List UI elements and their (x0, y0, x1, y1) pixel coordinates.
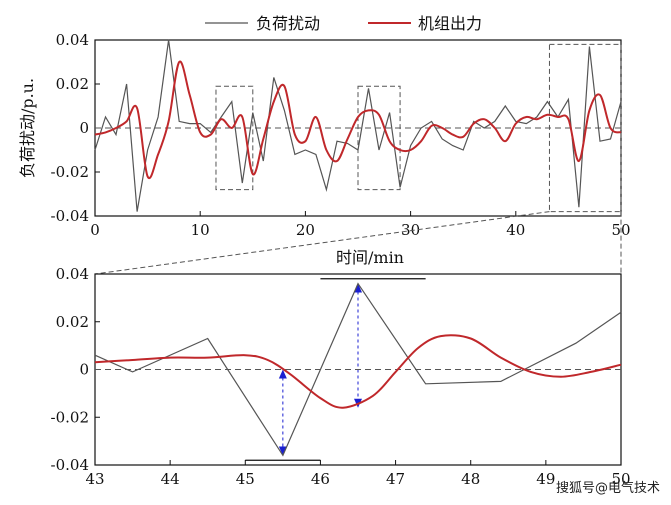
top-ylabel: 负荷扰动/p.u. (18, 78, 37, 178)
bottom-xtick-label: 48 (461, 470, 480, 488)
bottom-arrowhead-down (278, 446, 287, 456)
bottom-xtick-label: 47 (386, 470, 405, 488)
bottom-xtick-label: 43 (85, 470, 104, 488)
bottom-ytick-label: -0.02 (51, 408, 89, 426)
top-ytick-label: 0 (79, 119, 89, 137)
legend-disturbance-label: 负荷扰动 (256, 14, 320, 33)
bottom-xtick-label: 50 (611, 470, 630, 488)
zoom-connector-left (94, 211, 550, 275)
bottom-xtick-label: 46 (311, 470, 330, 488)
top-xlabel: 时间/min (336, 248, 404, 267)
top-ytick-label: 0.04 (56, 31, 89, 49)
bottom-arrowhead-up (278, 369, 287, 379)
bottom-xtick-label: 49 (536, 470, 555, 488)
bottom-arrowhead-up (354, 283, 362, 293)
bottom-xtick-label: 45 (236, 470, 255, 488)
bottom-ytick-label: -0.04 (51, 456, 89, 474)
top-zoom-box (215, 85, 254, 191)
top-series (94, 39, 622, 212)
bottom-series-output-line (94, 334, 622, 409)
bottom-ticks: 43 44 45 46 47 48 49 50 0.04 0.02 0 -0.02 -0.04 (51, 265, 631, 488)
watermark: 搜狐号@电气技术 (556, 480, 660, 496)
legend: 负荷扰动 机组出力 (205, 14, 482, 33)
top-xtick-label: 20 (296, 221, 315, 239)
top-ytick-label: -0.02 (51, 163, 89, 181)
zoom-connectors (94, 211, 622, 275)
legend-output-label: 机组出力 (418, 14, 482, 33)
top-ytick-label: 0.02 (56, 75, 89, 93)
bottom-series (94, 282, 622, 457)
bottom-series-disturbance-line (94, 282, 622, 457)
top-ytick-label: -0.04 (51, 207, 89, 225)
top-xtick-label: 30 (401, 221, 420, 239)
top-ticks: 0 10 20 30 40 500.040.020-0.02-0.04 (51, 31, 631, 239)
top-series-output-line (94, 60, 622, 180)
top-xtick-label: 40 (506, 221, 525, 239)
bottom-ytick-label: 0.02 (56, 313, 89, 331)
bottom-xtick-label: 44 (161, 470, 180, 488)
top-xtick-label: 0 (90, 221, 100, 239)
top-xtick-label: 10 (191, 221, 210, 239)
bottom-ytick-label: 0.04 (56, 265, 89, 283)
bottom-ytick-label: 0 (79, 361, 89, 379)
top-zoom-box (357, 85, 401, 191)
